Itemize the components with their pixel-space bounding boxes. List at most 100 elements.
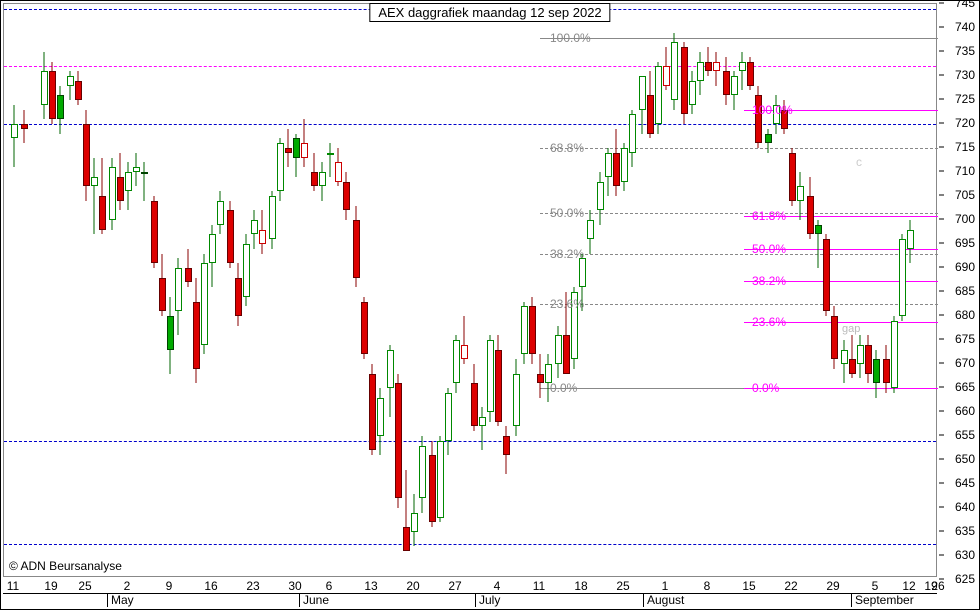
candle-body <box>175 268 182 311</box>
y-tick-label: 665 <box>955 380 975 394</box>
candle-body <box>613 153 620 187</box>
candle-body <box>513 374 520 427</box>
plot-area: 100.0%68.8%50.0%38.2%23.6%0.0%100.0%61.8… <box>3 3 937 577</box>
candle-body <box>335 162 342 181</box>
x-tick-day: 9 <box>166 579 173 593</box>
x-tick-month: September <box>855 593 914 607</box>
candle-body <box>857 345 864 364</box>
candle-body <box>471 383 478 426</box>
candle-body <box>663 66 670 85</box>
y-tick-label: 675 <box>955 332 975 346</box>
x-tick-day: 2 <box>124 579 131 593</box>
fib-label: 50.0% <box>752 242 786 256</box>
candle-body <box>605 153 612 177</box>
y-tick-label: 715 <box>955 140 975 154</box>
candle-body <box>681 47 688 114</box>
y-tick-label: 630 <box>955 548 975 562</box>
y-tick-label: 695 <box>955 236 975 250</box>
y-tick-label: 660 <box>955 404 975 418</box>
y-tick-label: 700 <box>955 212 975 226</box>
candle-body <box>11 124 18 138</box>
candle-body <box>57 95 64 119</box>
candle-body <box>387 350 394 388</box>
candle-body <box>731 76 738 95</box>
candle-body <box>125 172 132 191</box>
candle-wick <box>330 143 331 177</box>
support-resistance-line <box>4 544 936 545</box>
x-tick-day: 12 <box>902 579 915 593</box>
candle-body <box>361 302 368 355</box>
y-tick-label: 635 <box>955 524 975 538</box>
candle-body <box>185 268 192 282</box>
y-tick-label: 640 <box>955 500 975 514</box>
x-tick-month: June <box>303 593 329 607</box>
y-tick-label: 685 <box>955 284 975 298</box>
x-tick-day: 25 <box>78 579 91 593</box>
x-tick-day: 6 <box>326 579 333 593</box>
candle-body <box>319 172 326 186</box>
candle-body <box>671 42 678 100</box>
candle-body <box>503 436 510 455</box>
candle-body <box>343 182 350 211</box>
x-tick-day: 4 <box>494 579 501 593</box>
candle-body <box>841 350 848 364</box>
x-tick-day: 15 <box>742 579 755 593</box>
candle-body <box>91 177 98 187</box>
y-tick-label: 680 <box>955 308 975 322</box>
fib-label: 38.2% <box>550 247 584 261</box>
y-tick-label: 730 <box>955 68 975 82</box>
candle-body <box>49 71 56 119</box>
candle-body <box>353 220 360 278</box>
candle-body <box>621 148 628 182</box>
x-tick-month: August <box>647 593 684 607</box>
fib-label: 61.8% <box>752 209 786 223</box>
candle-body <box>445 393 452 441</box>
x-tick-day: 29 <box>826 579 839 593</box>
fib-label: 0.0% <box>550 381 577 395</box>
candle-body <box>579 258 586 287</box>
x-tick-day: 20 <box>406 579 419 593</box>
fib-line <box>540 148 938 149</box>
candle-wick <box>94 158 95 235</box>
candle-wick <box>144 162 145 200</box>
candle-body <box>723 71 730 95</box>
candle-body <box>807 196 814 234</box>
candle-body <box>301 143 308 157</box>
candle-body <box>167 316 174 350</box>
candle-body <box>201 263 208 345</box>
y-tick-label: 645 <box>955 476 975 490</box>
x-tick-day: 25 <box>616 579 629 593</box>
candle-body <box>21 124 28 129</box>
x-tick-day: 16 <box>204 579 217 593</box>
candle-body <box>269 196 276 239</box>
candle-body <box>597 182 604 211</box>
candle-body <box>831 316 838 359</box>
y-tick-label: 655 <box>955 428 975 442</box>
y-tick-label: 725 <box>955 92 975 106</box>
support-resistance-line <box>4 66 936 67</box>
candle-body <box>429 455 436 522</box>
candle-body <box>479 417 486 427</box>
candle-body <box>41 71 48 105</box>
chart-title: AEX daggrafiek maandag 12 sep 2022 <box>369 3 610 22</box>
x-tick-day: 11 <box>7 579 19 593</box>
y-tick-label: 745 <box>955 0 975 10</box>
candle-body <box>789 153 796 201</box>
candle-body <box>193 302 200 369</box>
x-tick-day: 1 <box>662 579 669 593</box>
y-tick-label: 705 <box>955 188 975 202</box>
candle-body <box>739 62 746 72</box>
candle-body <box>227 210 234 263</box>
fib-label: 23.6% <box>550 297 584 311</box>
candle-body <box>883 359 890 383</box>
candle-body <box>75 81 82 100</box>
candle-body <box>217 201 224 225</box>
x-tick-day: 22 <box>784 579 797 593</box>
fib-label: 50.0% <box>550 206 584 220</box>
x-tick-month: July <box>479 593 500 607</box>
candle-body <box>117 177 124 201</box>
candle-body <box>747 62 754 86</box>
candle-body <box>209 234 216 263</box>
x-tick-day: 11 <box>533 579 545 593</box>
fib-line <box>540 304 938 305</box>
